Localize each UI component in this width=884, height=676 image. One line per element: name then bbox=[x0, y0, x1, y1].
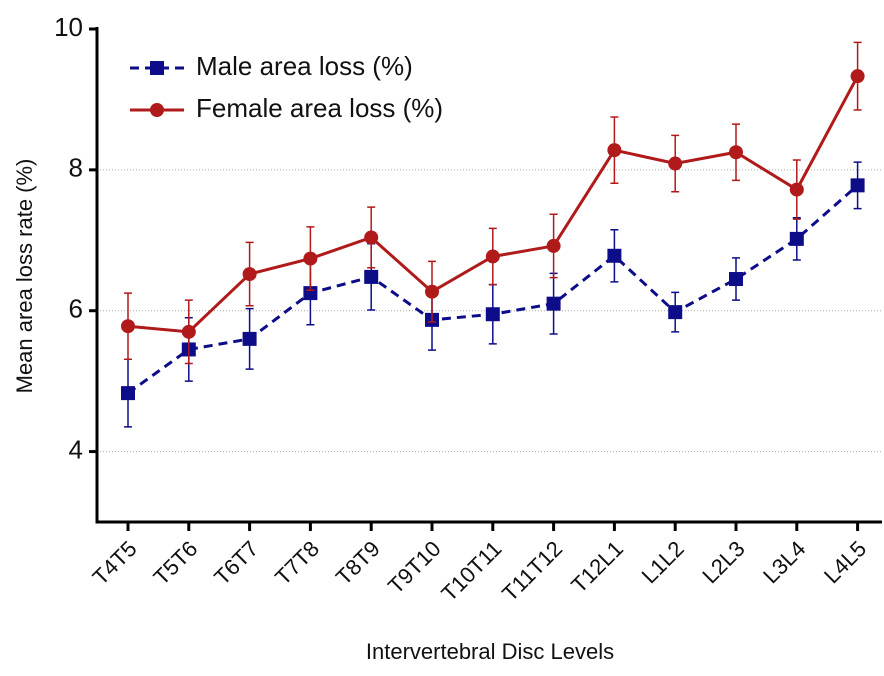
data-point bbox=[485, 307, 500, 322]
y-tick-label: 8 bbox=[69, 153, 83, 183]
data-point bbox=[242, 331, 257, 346]
x-tick-label: T5T6 bbox=[148, 536, 202, 590]
data-point bbox=[789, 231, 804, 246]
legend-marker bbox=[150, 103, 164, 117]
data-point bbox=[850, 69, 865, 84]
data-point bbox=[607, 248, 622, 263]
legend-marker bbox=[150, 61, 164, 75]
data-point bbox=[607, 143, 622, 158]
legend-label: Male area loss (%) bbox=[196, 51, 413, 81]
y-axis-label: Mean area loss rate (%) bbox=[12, 159, 37, 394]
x-tick-label: T6T7 bbox=[209, 536, 263, 590]
x-tick-label: T4T5 bbox=[88, 536, 142, 590]
data-point bbox=[121, 386, 135, 401]
x-tick-label: T8T9 bbox=[331, 536, 385, 590]
data-point bbox=[789, 182, 804, 197]
x-tick-label: L2L3 bbox=[697, 536, 749, 588]
data-point bbox=[850, 178, 865, 193]
x-tick-label: L4L5 bbox=[819, 536, 871, 588]
data-point bbox=[546, 238, 561, 253]
x-tick-label: L1L2 bbox=[637, 536, 689, 588]
data-point bbox=[729, 145, 743, 160]
y-tick-label: 10 bbox=[54, 12, 83, 42]
x-tick-label: T12L1 bbox=[566, 536, 628, 598]
data-point bbox=[242, 267, 257, 282]
y-tick-label: 6 bbox=[69, 294, 83, 324]
x-tick-label: T10T11 bbox=[436, 536, 506, 606]
x-tick-label: L3L4 bbox=[758, 536, 810, 588]
data-point bbox=[121, 319, 135, 334]
y-tick-label: 4 bbox=[69, 434, 83, 464]
data-point bbox=[425, 284, 439, 299]
data-point bbox=[303, 251, 318, 266]
data-point bbox=[668, 156, 683, 171]
legend-label: Female area loss (%) bbox=[196, 93, 443, 123]
data-point bbox=[546, 296, 561, 311]
data-point bbox=[181, 324, 196, 339]
x-tick-label: T7T8 bbox=[270, 536, 324, 590]
data-point bbox=[364, 269, 379, 284]
data-point bbox=[668, 305, 683, 320]
data-point bbox=[364, 230, 379, 245]
x-tick-label: T11T12 bbox=[497, 536, 567, 606]
data-point bbox=[485, 249, 500, 264]
x-axis-label: Intervertebral Disc Levels bbox=[366, 639, 614, 664]
data-point bbox=[729, 272, 743, 287]
